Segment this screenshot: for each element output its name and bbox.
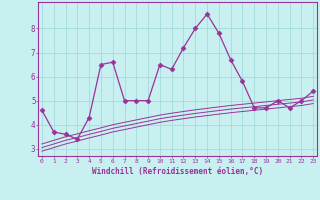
X-axis label: Windchill (Refroidissement éolien,°C): Windchill (Refroidissement éolien,°C)	[92, 167, 263, 176]
